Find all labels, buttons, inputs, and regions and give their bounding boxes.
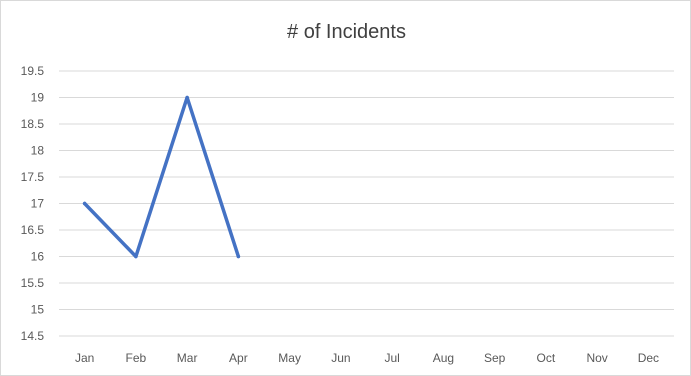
y-tick-label: 14.5 xyxy=(21,329,45,343)
y-tick-label: 17 xyxy=(31,197,45,211)
x-tick-label: Jul xyxy=(384,351,399,365)
series-line xyxy=(82,95,241,259)
y-tick-label: 16 xyxy=(31,250,45,264)
gridlines xyxy=(59,70,674,337)
x-tick-label: Dec xyxy=(638,351,659,365)
x-tick-label: Jun xyxy=(331,351,350,365)
chart-title: # of Incidents xyxy=(287,21,406,43)
y-tick-label: 19 xyxy=(31,91,45,105)
x-tick-label: Mar xyxy=(177,351,198,365)
y-tick-label: 18 xyxy=(31,144,45,158)
data-point xyxy=(82,201,87,206)
x-tick-label: Sep xyxy=(484,351,506,365)
x-tick-label: Feb xyxy=(126,351,147,365)
x-tick-label: Nov xyxy=(586,351,607,365)
x-axis-ticks: Jan Feb Mar Apr May Jun Jul Aug Sep Oct Nov Dec xyxy=(75,351,659,365)
x-tick-label: Oct xyxy=(537,351,556,365)
y-tick-label: 18.5 xyxy=(21,117,45,131)
y-tick-label: 17.5 xyxy=(21,170,45,184)
y-tick-label: 19.5 xyxy=(21,64,45,78)
x-tick-label: Jan xyxy=(75,351,94,365)
data-point xyxy=(134,254,138,259)
x-tick-label: Aug xyxy=(433,351,454,365)
x-tick-label: May xyxy=(278,351,301,365)
y-axis-ticks: 14.5 15 15.5 16 16.5 17 17.5 18 18.5 19 19.5 xyxy=(21,64,45,343)
y-tick-label: 16.5 xyxy=(21,223,45,237)
data-point xyxy=(236,254,241,259)
data-point xyxy=(185,95,189,100)
y-tick-label: 15 xyxy=(31,303,45,317)
y-tick-label: 15.5 xyxy=(21,276,45,290)
x-tick-label: Apr xyxy=(229,351,248,365)
series-layer xyxy=(82,95,241,259)
